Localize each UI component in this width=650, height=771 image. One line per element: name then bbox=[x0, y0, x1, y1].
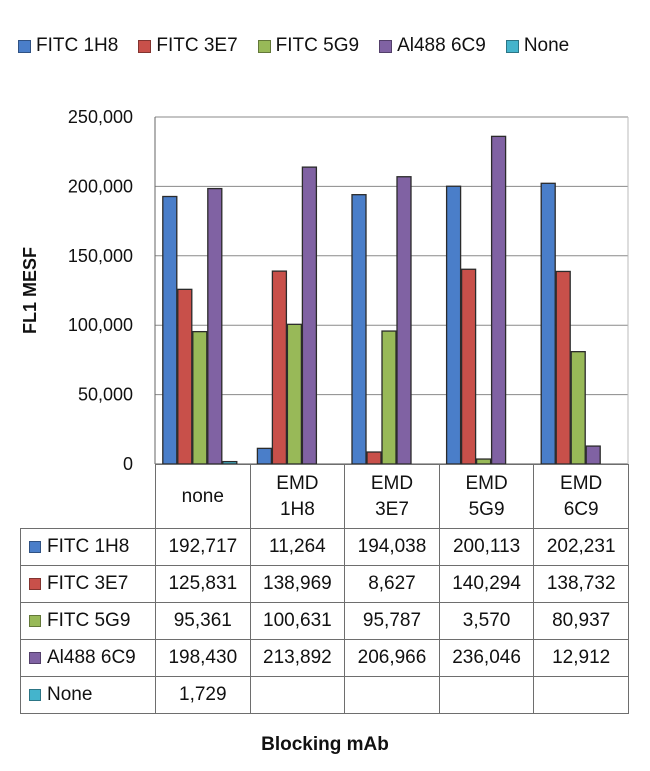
table-corner bbox=[20, 464, 156, 529]
y-tick-label: 250,000 bbox=[68, 107, 133, 127]
legend-swatch-fitc-5g9 bbox=[257, 39, 271, 53]
legend-label-fitc-1h8: FITC 1H8 bbox=[36, 35, 119, 56]
y-tick-label: 100,000 bbox=[68, 315, 133, 335]
data-label: 138,969 bbox=[249, 565, 346, 603]
data-label: 12,912 bbox=[533, 639, 629, 677]
data-label: 95,787 bbox=[344, 602, 440, 640]
bar-fitc-1h8-none bbox=[162, 195, 178, 465]
table-row-none: None 1,729 bbox=[20, 676, 629, 714]
y-tick-label: 200,000 bbox=[68, 176, 133, 196]
bar-al488-6c9-emd-1h8 bbox=[301, 166, 318, 465]
data-label: 1,729 bbox=[155, 676, 251, 714]
data-label: 198,430 bbox=[155, 639, 251, 677]
data-label: 194,038 bbox=[344, 528, 440, 566]
table-swatch-fitc-5g9 bbox=[29, 614, 41, 627]
legend-item-fitc-1h8: FITC 1H8 bbox=[18, 35, 118, 57]
data-label: 80,937 bbox=[533, 602, 629, 640]
data-label bbox=[438, 676, 535, 714]
bar-al488-6c9-emd-3e7 bbox=[396, 176, 412, 465]
bar-fitc-3e7-emd-3e7 bbox=[366, 451, 382, 465]
data-label: 95,361 bbox=[155, 602, 251, 640]
data-label: 192,717 bbox=[155, 528, 251, 566]
data-label: 236,046 bbox=[438, 639, 535, 677]
x-tick-label-none: none bbox=[155, 464, 251, 529]
legend-swatch-fitc-1h8 bbox=[18, 39, 31, 53]
table-series-label: FITC 3E7 bbox=[20, 565, 156, 603]
data-label: 138,732 bbox=[533, 565, 629, 603]
data-label bbox=[344, 676, 440, 714]
data-label: 100,631 bbox=[249, 602, 346, 640]
legend-item-none: None bbox=[505, 35, 570, 57]
legend-label-al488-6c9: Al488 6C9 bbox=[397, 35, 486, 56]
legend-swatch-fitc-3e7 bbox=[138, 39, 152, 53]
legend-item-fitc-5g9: FITC 5G9 bbox=[257, 35, 360, 57]
legend-swatch-none bbox=[505, 39, 519, 53]
bar-al488-6c9-none bbox=[207, 187, 223, 465]
bar-al488-6c9-emd-5g9 bbox=[490, 135, 507, 465]
bar-al488-6c9-emd-6c9 bbox=[585, 445, 601, 465]
data-label: 202,231 bbox=[533, 528, 629, 566]
bar-fitc-5g9-emd-1h8 bbox=[286, 323, 303, 465]
bar-fitc-1h8-emd-5g9 bbox=[445, 185, 462, 465]
table-series-label: Al488 6C9 bbox=[20, 639, 156, 677]
table-row-fitc-1h8: FITC 1H8 192,717 11,264 194,038 200,113 202,2… bbox=[20, 528, 629, 566]
table-swatch-fitc-1h8 bbox=[29, 540, 41, 553]
x-tick-label-emd-5g9: EMD 5G9 bbox=[438, 464, 535, 529]
bar-fitc-5g9-none bbox=[192, 330, 208, 465]
bar-fitc-5g9-emd-5g9 bbox=[475, 458, 492, 465]
bar-fitc-1h8-emd-3e7 bbox=[351, 194, 367, 465]
x-tick-label-emd-6c9: EMD 6C9 bbox=[533, 464, 629, 529]
data-label bbox=[533, 676, 629, 714]
bar-fitc-3e7-emd-6c9 bbox=[555, 270, 571, 465]
table-series-label: None bbox=[20, 676, 156, 714]
y-tick-label: 50,000 bbox=[78, 385, 133, 405]
legend-item-fitc-3e7: FITC 3E7 bbox=[138, 35, 238, 57]
data-label: 11,264 bbox=[249, 528, 346, 566]
data-label: 3,570 bbox=[438, 602, 535, 640]
table-swatch-al488-6c9 bbox=[29, 651, 41, 664]
data-label bbox=[249, 676, 346, 714]
x-axis-title: Blocking mAb bbox=[261, 734, 389, 755]
legend-swatch-al488-6c9 bbox=[379, 39, 393, 53]
table-row-fitc-5g9: FITC 5G9 95,361 100,631 95,787 3,570 80,937 bbox=[20, 602, 629, 640]
table-swatch-fitc-3e7 bbox=[29, 577, 41, 590]
legend-label-fitc-3e7: FITC 3E7 bbox=[156, 35, 238, 56]
legend-label-none: None bbox=[523, 35, 570, 56]
data-label: 213,892 bbox=[249, 639, 346, 677]
y-tick-label: 0 bbox=[123, 454, 133, 474]
bar-fitc-3e7-emd-1h8 bbox=[271, 270, 288, 465]
legend-item-al488-6c9: Al488 6C9 bbox=[379, 35, 486, 57]
chart-legend: FITC 1H8 FITC 3E7 FITC 5G9 Al488 6C9 None bbox=[18, 33, 648, 59]
data-label: 140,294 bbox=[438, 565, 535, 603]
bar-fitc-1h8-emd-1h8 bbox=[256, 447, 273, 465]
bar-fitc-5g9-emd-6c9 bbox=[570, 351, 586, 465]
chart-data-table: none EMD 1H8 EMD 3E7 EMD 5G9 EMD 6C9 FITC 1H8 192,… bbox=[20, 464, 629, 714]
data-label: 125,831 bbox=[155, 565, 251, 603]
bar-fitc-5g9-emd-3e7 bbox=[381, 330, 397, 465]
bar-fitc-3e7-none bbox=[177, 288, 193, 465]
table-swatch-none bbox=[29, 688, 41, 701]
y-axis-title: FL1 MESF bbox=[20, 247, 40, 334]
data-label: 8,627 bbox=[344, 565, 440, 603]
x-tick-label-emd-1h8: EMD 1H8 bbox=[249, 464, 346, 529]
legend-label-fitc-5g9: FITC 5G9 bbox=[275, 35, 360, 56]
y-tick-label: 150,000 bbox=[68, 246, 133, 266]
table-series-label: FITC 1H8 bbox=[20, 528, 156, 566]
table-series-label: FITC 5G9 bbox=[20, 602, 156, 640]
data-label: 200,113 bbox=[438, 528, 535, 566]
bar-fitc-1h8-emd-6c9 bbox=[540, 182, 556, 465]
table-row-fitc-3e7: FITC 3E7 125,831 138,969 8,627 140,294 138,73… bbox=[20, 565, 629, 603]
bar-fitc-3e7-emd-5g9 bbox=[460, 268, 477, 465]
table-row-al488-6c9: Al488 6C9 198,430 213,892 206,966 236,046 12,… bbox=[20, 639, 629, 677]
x-tick-label-emd-3e7: EMD 3E7 bbox=[344, 464, 440, 529]
data-label: 206,966 bbox=[344, 639, 440, 677]
